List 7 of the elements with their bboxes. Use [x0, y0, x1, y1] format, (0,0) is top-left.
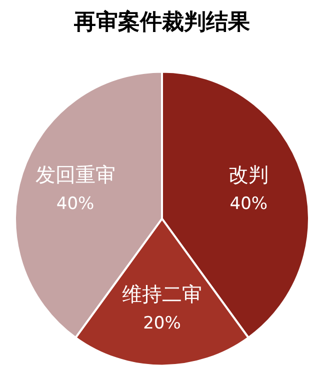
slice-label: 发回重审 — [35, 162, 116, 187]
data-label: 20% — [143, 313, 181, 334]
slice-label: 改判 — [228, 162, 269, 187]
chart-title: 再审案件裁判结果 — [73, 8, 251, 35]
data-label: 40% — [230, 194, 268, 214]
data-label: 40% — [56, 194, 94, 214]
slice-label: 维持二审 — [122, 282, 202, 306]
